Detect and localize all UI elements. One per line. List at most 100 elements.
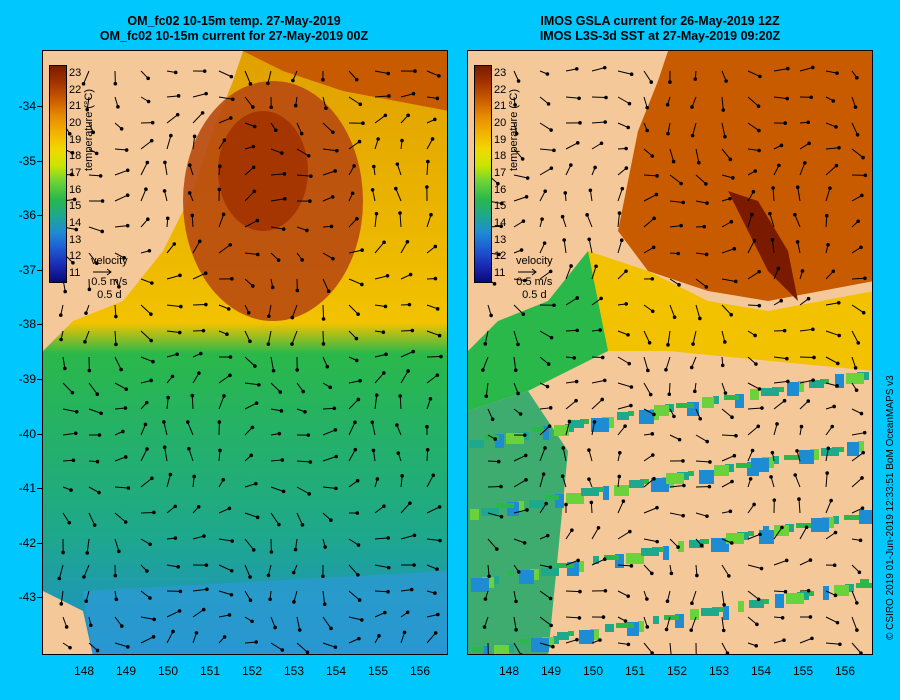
right-velocity-legend: velocity 0.5 m/s 0.5 d [516, 255, 553, 302]
current-arrow [617, 70, 632, 75]
current-arrow [617, 531, 631, 540]
current-arrow-head [276, 258, 281, 262]
colorbar-tick-label: 21 [494, 100, 507, 113]
current-arrow-head [783, 589, 788, 594]
current-arrow [400, 370, 409, 384]
current-arrow-head [835, 620, 840, 625]
current-arrow-head [280, 458, 285, 462]
current-arrow [114, 148, 127, 151]
colorbar-tick-label: 21 [69, 100, 82, 113]
longitude-tick-label: 148 [498, 664, 520, 678]
sst-patch [495, 434, 504, 448]
current-arrow [348, 638, 360, 644]
current-arrow [825, 302, 839, 306]
current-arrow-head [149, 312, 153, 316]
right-title-line2: IMOS L3S-3d SST at 27-May-2019 09:20Z [539, 29, 781, 43]
current-arrow [773, 590, 786, 593]
current-arrow-head [72, 197, 77, 202]
sst-patch [469, 440, 484, 448]
sst-patch [638, 621, 644, 632]
current-arrow-head [855, 75, 859, 80]
current-arrow-head [281, 489, 286, 494]
current-arrow [426, 475, 434, 488]
left-map-panel[interactable]: 23 22 21 20 19 18 17 16 15 14 13 12 11 temperature (… [42, 50, 448, 655]
current-arrow [400, 475, 403, 488]
right-map-panel[interactable]: 23 22 21 20 19 18 17 16 15 14 13 12 11 temperature (… [467, 50, 873, 655]
warm-current-top [243, 51, 447, 111]
current-arrow-head [395, 162, 400, 166]
right-panel-title: IMOS GSLA current for 26-May-2019 12Z IM… [450, 14, 870, 44]
current-arrow [617, 167, 627, 176]
current-arrow-head [665, 599, 670, 604]
current-arrow [721, 248, 735, 254]
current-arrow [617, 213, 620, 228]
current-arrow-head [123, 406, 128, 410]
current-arrow-head [59, 602, 64, 606]
longitude-tick-label: 150 [582, 664, 604, 678]
current-arrow-head [376, 137, 380, 141]
colorbar-tick-label: 22 [494, 83, 507, 96]
current-arrow-head [295, 368, 300, 372]
current-arrow-head [627, 361, 632, 366]
current-arrow-head [85, 107, 90, 112]
current-arrow-head [756, 597, 761, 602]
right-warm-filament [728, 191, 798, 301]
current-arrow [270, 148, 283, 154]
current-arrow [270, 356, 275, 371]
current-arrow [773, 68, 788, 72]
colorbar-tick-label: 16 [69, 183, 82, 196]
current-arrow-head [728, 157, 733, 162]
sst-patch [663, 546, 669, 560]
right-velocity-scale: 0.5 m/s [516, 276, 553, 288]
current-arrow-head [100, 229, 105, 234]
current-arrow [643, 330, 651, 343]
current-arrow [825, 147, 840, 150]
current-arrow-head [278, 390, 283, 394]
current-arrow-head [587, 237, 591, 242]
current-arrow [747, 382, 760, 390]
current-arrow-head [353, 420, 357, 425]
current-arrow-head [435, 307, 440, 311]
current-arrow [296, 512, 303, 526]
current-arrow-head [806, 120, 811, 125]
current-arrow-head [168, 472, 173, 477]
current-arrow [539, 616, 552, 626]
current-arrow [374, 70, 389, 75]
current-arrow-head [679, 181, 683, 186]
current-arrow-head [681, 200, 686, 205]
current-arrow [88, 252, 98, 264]
current-arrow-head [398, 394, 403, 398]
current-arrow-head [854, 388, 859, 392]
current-arrow [721, 642, 728, 654]
sst-patch [773, 456, 779, 464]
colorbar-tick-label: 16 [494, 183, 507, 196]
sst-patch [493, 576, 499, 584]
current-arrow-head [190, 393, 195, 398]
current-arrow [114, 486, 129, 489]
sst-patch [566, 493, 584, 504]
sst-patch [749, 600, 764, 608]
current-arrow-head [513, 103, 517, 107]
current-arrow [851, 304, 864, 314]
current-arrow-head [808, 558, 813, 562]
current-arrow-head [385, 273, 390, 278]
current-arrow [539, 167, 552, 176]
current-arrow-head [836, 361, 840, 366]
current-arrow-head [432, 117, 437, 122]
right-green-coast [468, 251, 608, 411]
current-arrow-head [629, 403, 633, 408]
current-arrow-head [430, 137, 435, 141]
sst-patch [579, 630, 594, 644]
current-arrow [591, 142, 602, 150]
current-arrow [270, 459, 283, 462]
current-arrow [539, 590, 551, 599]
current-arrow-head [331, 256, 335, 261]
current-arrow [374, 537, 389, 540]
current-arrow [268, 304, 272, 317]
sst-patch [483, 646, 489, 654]
current-arrow [487, 486, 502, 488]
current-arrow-head [218, 448, 222, 453]
current-arrow [539, 473, 545, 488]
current-arrow-head [757, 269, 761, 274]
current-arrow-head [116, 105, 120, 109]
